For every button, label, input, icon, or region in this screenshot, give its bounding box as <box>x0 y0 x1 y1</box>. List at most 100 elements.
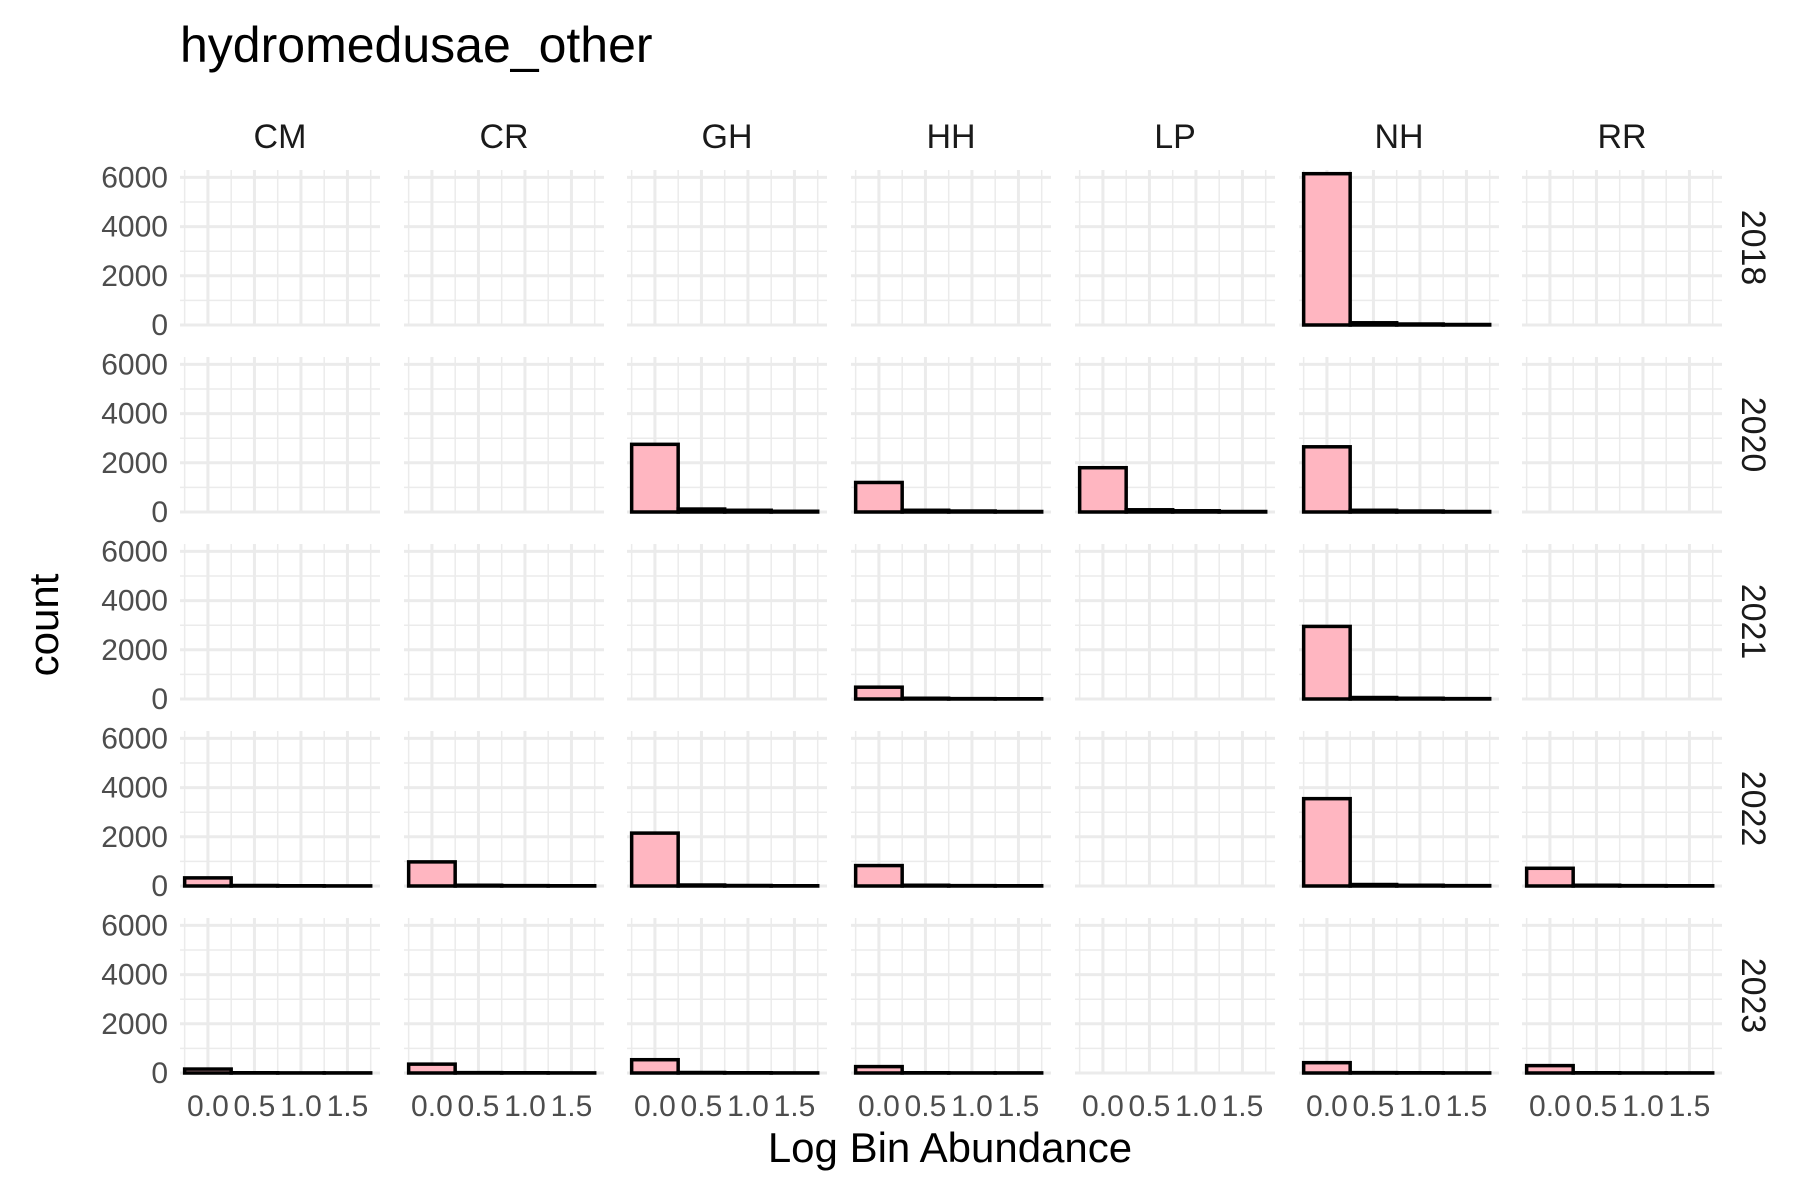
bars-2023-nh <box>1301 1060 1492 1075</box>
panel-2023-cm <box>180 918 380 1075</box>
panel-2022-cm <box>180 731 380 888</box>
panel-2018-cr <box>404 170 604 327</box>
bar-2021-hh-bin-1 <box>900 696 951 701</box>
x-tick-label-cm-1.0: 1.0 <box>280 1090 322 1123</box>
bar-2020-gh-bin-0 <box>629 442 680 514</box>
bar-2021-hh-bin-0 <box>853 685 904 701</box>
bar-2022-cr-bin-1 <box>453 883 504 888</box>
bar-2023-nh-bin-0 <box>1301 1060 1352 1075</box>
column-strip-label-hh: HH <box>926 118 975 156</box>
y-tick-label-2022-0: 0 <box>151 870 168 903</box>
bars-2018-nh <box>1301 171 1492 327</box>
y-tick-label-2021-6000: 6000 <box>101 535 168 568</box>
x-tick-label-cr-0.0: 0.0 <box>411 1090 453 1123</box>
panel-2020-rr <box>1522 357 1722 514</box>
x-tick-label-hh-0.0: 0.0 <box>858 1090 900 1123</box>
row-strip-label-2022: 2022 <box>1734 771 1772 847</box>
bar-2023-rr-bin-0 <box>1524 1063 1575 1075</box>
bars-2020-nh <box>1301 445 1492 514</box>
bar-2018-nh-bin-1 <box>1348 321 1399 327</box>
panel-2021-cm <box>180 544 380 701</box>
panel-2018-rr <box>1522 170 1722 327</box>
y-tick-label-2020-6000: 6000 <box>101 348 168 381</box>
panel-2018-cm <box>180 170 380 327</box>
bar-2022-gh-bin-1 <box>676 883 727 888</box>
x-tick-label-nh-1.0: 1.0 <box>1399 1090 1441 1123</box>
y-tick-label-2020-0: 0 <box>151 496 168 529</box>
y-axis-title: count <box>20 573 67 676</box>
bar-2022-hh-bin-1 <box>900 883 951 888</box>
x-tick-label-cm-0.5: 0.5 <box>234 1090 276 1123</box>
x-tick-label-gh-0.5: 0.5 <box>681 1090 723 1123</box>
panel-2023-rr <box>1522 918 1722 1075</box>
x-tick-label-nh-1.5: 1.5 <box>1446 1090 1488 1123</box>
bar-2021-nh-bin-2 <box>1394 696 1445 701</box>
chart-title: hydromedusae_other <box>180 17 653 73</box>
panel-2023-gh <box>627 918 827 1075</box>
bars-2022-gh <box>629 831 820 888</box>
x-tick-label-lp-0.0: 0.0 <box>1082 1090 1124 1123</box>
bar-2023-cr-bin-0 <box>406 1062 457 1075</box>
y-tick-label-2023-6000: 6000 <box>101 909 168 942</box>
bars-2022-cr <box>406 860 597 888</box>
bar-2018-nh-bin-2 <box>1394 322 1445 327</box>
facet-panels <box>180 170 1722 1075</box>
bar-2020-lp-bin-0 <box>1077 465 1128 514</box>
bar-2023-hh-bin-0 <box>853 1064 904 1075</box>
x-tick-label-rr-1.5: 1.5 <box>1669 1090 1711 1123</box>
panel-2018-hh <box>851 170 1051 327</box>
x-tick-label-rr-1.0: 1.0 <box>1622 1090 1664 1123</box>
x-tick-label-cr-0.5: 0.5 <box>458 1090 500 1123</box>
y-tick-label-2020-2000: 2000 <box>101 447 168 480</box>
bar-2020-nh-bin-1 <box>1348 508 1399 514</box>
panel-2022-lp <box>1075 731 1275 888</box>
panel-2021-cr <box>404 544 604 701</box>
panel-2023-hh <box>851 918 1051 1075</box>
bars-2020-hh <box>853 480 1044 514</box>
x-tick-label-cr-1.0: 1.0 <box>504 1090 546 1123</box>
bars-2021-hh <box>853 685 1044 701</box>
bar-2018-nh-bin-0 <box>1301 171 1352 327</box>
column-strip-label-gh: GH <box>702 118 753 156</box>
panel-2023-cr <box>404 918 604 1075</box>
column-strip-label-cm: CM <box>254 118 307 156</box>
x-tick-label-gh-1.5: 1.5 <box>774 1090 816 1123</box>
x-tick-label-nh-0.0: 0.0 <box>1306 1090 1348 1123</box>
bar-2022-hh-bin-0 <box>853 863 904 888</box>
panel-2020-cr <box>404 357 604 514</box>
panel-2021-hh <box>851 544 1051 701</box>
panel-2023-lp <box>1075 918 1275 1075</box>
column-strip-label-rr: RR <box>1597 118 1646 156</box>
bars-2022-nh <box>1301 796 1492 888</box>
bar-2020-nh-bin-2 <box>1394 509 1445 514</box>
bars-2022-hh <box>853 863 1044 888</box>
x-tick-label-hh-1.0: 1.0 <box>951 1090 993 1123</box>
column-strip-label-lp: LP <box>1154 118 1196 156</box>
bar-2023-gh-bin-0 <box>629 1057 680 1075</box>
y-tick-label-2021-0: 0 <box>151 683 168 716</box>
bar-2020-lp-bin-1 <box>1124 508 1175 514</box>
panel-2022-hh <box>851 731 1051 888</box>
panel-2022-cr <box>404 731 604 888</box>
x-tick-label-cr-1.5: 1.5 <box>551 1090 593 1123</box>
row-strip-label-2018: 2018 <box>1734 210 1772 286</box>
bars-2021-nh <box>1301 624 1492 701</box>
bar-2022-nh-bin-0 <box>1301 796 1352 888</box>
x-tick-label-lp-0.5: 0.5 <box>1129 1090 1171 1123</box>
panel-2021-lp <box>1075 544 1275 701</box>
bar-2022-nh-bin-2 <box>1394 883 1445 888</box>
bars-2023-rr <box>1524 1063 1715 1075</box>
facet-strips: CM CR GH HH LP NH RR 2018 2020 2021 2022 2023 <box>254 118 1772 1033</box>
bars-2023-gh <box>629 1057 820 1075</box>
y-tick-label-2023-2000: 2000 <box>101 1008 168 1041</box>
y-tick-label-2021-2000: 2000 <box>101 634 168 667</box>
bar-2022-gh-bin-0 <box>629 831 680 888</box>
row-strip-label-2023: 2023 <box>1734 958 1772 1034</box>
bar-2022-rr-bin-1 <box>1571 883 1622 888</box>
column-strip-label-cr: CR <box>479 118 528 156</box>
y-tick-label-2023-0: 0 <box>151 1057 168 1090</box>
x-tick-label-rr-0.0: 0.0 <box>1529 1090 1571 1123</box>
bar-2020-gh-bin-1 <box>676 507 727 514</box>
bar-2020-nh-bin-0 <box>1301 445 1352 514</box>
